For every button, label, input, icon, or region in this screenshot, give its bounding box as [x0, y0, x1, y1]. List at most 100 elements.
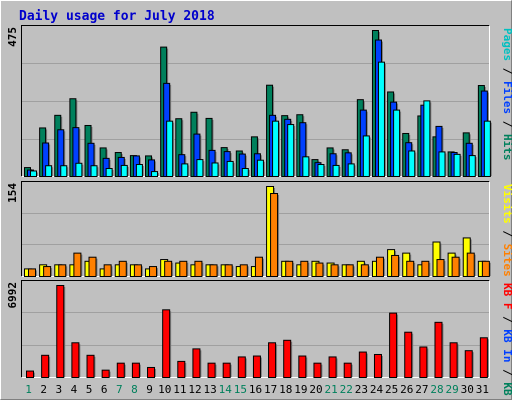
bar-pages-21 [332, 164, 341, 178]
bar-kb-f-12 [192, 348, 202, 379]
bar-pages-24-body [377, 61, 385, 177]
x-tick-label-24: 24 [370, 383, 384, 396]
x-tick-label-28: 28 [430, 383, 443, 396]
x-tick-label-2: 2 [40, 383, 47, 396]
bar-pages-1-body [30, 170, 37, 177]
legend-part: Pages [501, 28, 512, 61]
legend-part: Hits [501, 134, 512, 161]
x-tick-label-23: 23 [355, 383, 368, 396]
bar-kb-f-8 [131, 362, 141, 378]
bar-sites-24-body [375, 256, 384, 278]
panel-2-ymax-label: 6992 [6, 282, 19, 309]
bar-kb-f-22-body [343, 362, 352, 378]
x-tick-label-6: 6 [101, 383, 108, 396]
x-tick-label-29: 29 [446, 383, 459, 396]
bar-sites-29-body [451, 256, 460, 278]
bar-sites-30-body [466, 252, 475, 278]
bar-pages-25 [393, 109, 402, 177]
x-tick-label-30: 30 [461, 383, 474, 396]
bar-kb-f-19 [298, 355, 308, 378]
bar-kb-f-29-body [449, 342, 458, 378]
bar-kb-f-30 [464, 350, 474, 378]
bar-sites-20 [315, 262, 325, 277]
bar-pages-31 [483, 120, 492, 177]
bar-pages-28 [438, 151, 447, 177]
bar-kb-f-8-body [131, 362, 140, 378]
bar-sites-3 [58, 264, 68, 277]
bar-sites-7-body [118, 260, 127, 278]
x-tick-label-10: 10 [158, 383, 171, 396]
bar-kb-f-21-body [328, 356, 337, 378]
bar-kb-f-28-body [434, 321, 443, 378]
bar-kb-f-23 [358, 351, 368, 379]
x-tick-label-19: 19 [294, 383, 307, 396]
bar-kb-f-14-body [222, 362, 231, 378]
bar-pages-22-body [347, 163, 355, 177]
bar-sites-7 [118, 260, 128, 278]
bar-sites-26 [406, 260, 416, 278]
bar-kb-f-9 [147, 366, 157, 379]
bar-sites-6 [103, 264, 113, 277]
bar-kb-f-1-body [26, 370, 34, 379]
bar-pages-27 [423, 100, 432, 177]
bar-sites-31-body [481, 260, 490, 278]
legend-part: Sites [501, 244, 512, 277]
bar-sites-5 [88, 256, 98, 278]
legend-part: / [501, 61, 512, 81]
bar-sites-30 [466, 252, 476, 278]
x-tick-label-9: 9 [146, 383, 153, 396]
bar-kb-f-2-body [41, 354, 50, 379]
bar-sites-19 [300, 260, 310, 278]
bar-sites-4 [73, 252, 83, 278]
x-tick-label-26: 26 [400, 383, 413, 396]
bar-pages-9 [151, 171, 160, 178]
bar-sites-13-body [209, 264, 218, 277]
bar-sites-9 [149, 266, 159, 278]
bar-kb-f-11 [177, 360, 187, 379]
x-tick-label-17: 17 [264, 383, 277, 396]
bar-sites-25 [391, 254, 401, 278]
bar-sites-11 [179, 260, 189, 278]
x-tick-label-11: 11 [173, 383, 186, 396]
bar-sites-2 [43, 266, 53, 278]
bar-kb-f-19-body [298, 355, 307, 378]
bar-pages-15 [241, 168, 250, 178]
bar-kb-f-7-body [116, 362, 125, 378]
bar-kb-f-18-body [283, 339, 292, 378]
bar-kb-f-17 [268, 342, 278, 378]
bar-kb-f-17-body [268, 342, 277, 378]
bar-kb-f-3-body [56, 285, 65, 378]
bar-pages-2 [45, 165, 54, 178]
bar-pages-31-body [483, 120, 491, 177]
bar-pages-29-body [453, 153, 461, 178]
bar-sites-24 [375, 256, 385, 278]
bar-sites-2-body [43, 266, 52, 278]
bar-sites-1-body [28, 268, 36, 277]
bar-kb-f-23-body [358, 351, 367, 379]
bar-pages-11 [181, 163, 190, 177]
bar-sites-12 [194, 260, 204, 278]
panel-1-legend: Visits / Sites [501, 184, 512, 277]
bar-pages-25-body [393, 109, 401, 177]
bar-sites-17 [270, 193, 280, 277]
bar-sites-10 [164, 260, 174, 278]
bar-pages-23-body [362, 135, 370, 177]
bar-sites-22-body [345, 264, 354, 277]
panel-0-ymax-label: 475 [6, 27, 19, 47]
x-tick-label-8: 8 [131, 383, 138, 396]
legend-part: KB Out [501, 382, 512, 400]
bar-kb-f-18 [283, 339, 293, 378]
bar-pages-1 [30, 170, 38, 177]
legend-part: / [501, 114, 512, 134]
bar-kb-f-30-body [464, 350, 473, 378]
bar-pages-4-body [75, 162, 83, 177]
bar-sites-17-body [270, 193, 279, 277]
bar-pages-16-body [256, 159, 264, 177]
bar-sites-5-body [88, 256, 97, 278]
bar-pages-5 [90, 165, 99, 178]
bar-pages-20-body [317, 164, 325, 178]
bar-kb-f-15-body [237, 356, 246, 378]
bar-sites-3-body [58, 264, 67, 277]
bar-pages-8-body [135, 164, 143, 178]
